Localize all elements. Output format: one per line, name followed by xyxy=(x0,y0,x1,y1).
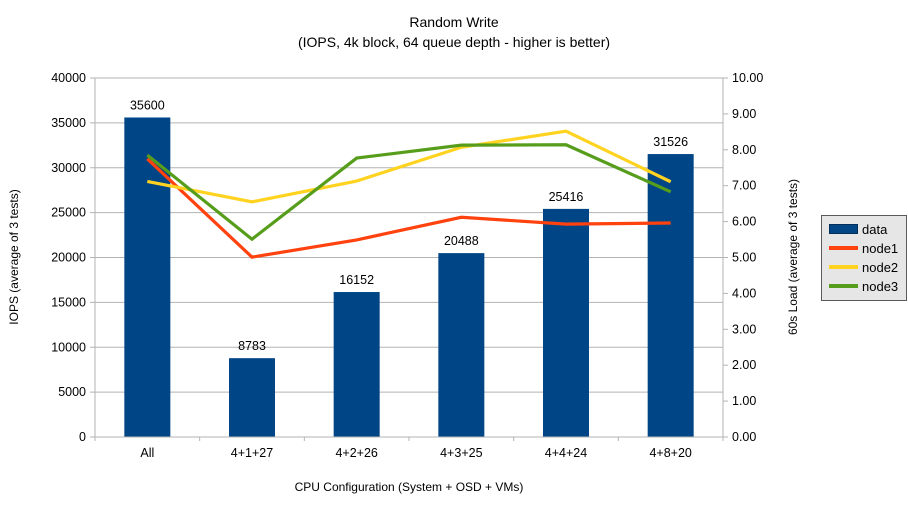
x-tick-label-4+1+27: 4+1+27 xyxy=(231,446,273,460)
y-axis-left-tick-label: 0 xyxy=(79,430,86,444)
legend-swatch-node3 xyxy=(829,284,858,288)
bar-4+3+25 xyxy=(438,253,485,437)
legend-swatch-data xyxy=(829,224,858,234)
y-axis-left-tick-label: 5000 xyxy=(58,385,86,399)
bar-label-4+8+20: 31526 xyxy=(653,135,688,149)
x-tick-label-4+3+25: 4+3+25 xyxy=(440,446,482,460)
legend-item-node3: node3 xyxy=(829,278,899,294)
y-axis-right-tick-label: 6.00 xyxy=(732,215,756,229)
bar-4+4+24 xyxy=(543,208,589,437)
legend-swatch-node1 xyxy=(829,246,858,250)
legend-label-data: data xyxy=(862,221,888,237)
bar-4+8+20 xyxy=(647,154,694,438)
y-axis-right-tick-label: 9.00 xyxy=(732,107,756,121)
legend-label-node3: node3 xyxy=(862,278,899,294)
y-axis-right-tick-label: 0.00 xyxy=(732,430,756,444)
y-axis-right-tick-label: 8.00 xyxy=(732,143,756,157)
line-series-node2 xyxy=(147,129,672,204)
y-axis-left-tick-label: 25000 xyxy=(51,206,86,220)
y-axis-right-tick-label: 1.00 xyxy=(732,394,756,408)
line-series-node1 xyxy=(146,157,671,259)
x-axis-title: CPU Configuration (System + OSD + VMs) xyxy=(294,480,524,494)
bar-4+2+26 xyxy=(333,292,380,437)
legend-item-node2: node2 xyxy=(829,259,899,275)
y-axis-right-tick-label: 5.00 xyxy=(732,251,756,265)
x-tick-label-4+4+24: 4+4+24 xyxy=(545,446,587,460)
bar-All xyxy=(124,117,171,438)
chart-title: Random Write xyxy=(409,14,499,30)
y-axis-left-tick-label: 20000 xyxy=(51,251,86,265)
y-axis-left-tick-label: 30000 xyxy=(51,161,86,175)
bar-label-4+4+24: 25416 xyxy=(549,190,584,204)
legend-label-node2: node2 xyxy=(862,259,899,275)
y-axis-left-tick-label: 10000 xyxy=(51,340,86,354)
y-axis-right-tick-label: 10.00 xyxy=(732,71,763,85)
y-axis-right-tick-label: 4.00 xyxy=(732,286,756,300)
y-axis-title-right: 60s Load (average of 3 tests) xyxy=(786,178,800,336)
y-axis-left-tick-label: 40000 xyxy=(51,71,86,85)
legend-swatch-node2 xyxy=(829,265,858,269)
y-axis-title-left: IOPS (average of 3 tests) xyxy=(7,189,21,325)
y-axis-right-tick-label: 3.00 xyxy=(732,322,756,336)
bar-label-4+3+25: 20488 xyxy=(444,234,479,248)
chart-subtitle: (IOPS, 4k block, 64 queue depth - higher… xyxy=(297,34,611,50)
bar-label-4+2+26: 16152 xyxy=(339,273,374,287)
y-axis-right-tick-label: 2.00 xyxy=(732,358,756,372)
y-axis-left-tick-label: 15000 xyxy=(51,295,86,309)
x-tick-label-All: All xyxy=(140,446,154,460)
y-axis-left-tick-label: 35000 xyxy=(51,116,86,130)
bar-label-4+1+27: 8783 xyxy=(238,339,266,353)
y-axis-right-tick-label: 7.00 xyxy=(732,179,756,193)
x-tick-label-4+8+20: 4+8+20 xyxy=(649,446,691,460)
line-series-node3 xyxy=(146,143,672,242)
bar-label-All: 35600 xyxy=(130,98,165,112)
legend-box: data node1 node2 node3 xyxy=(821,215,908,301)
legend-label-node1: node1 xyxy=(862,240,899,256)
bar-4+1+27 xyxy=(229,358,275,437)
legend-item-node1: node1 xyxy=(829,240,899,256)
legend-item-data: data xyxy=(829,221,898,237)
chart-title-block: Random Write (IOPS, 4k block, 64 queue d… xyxy=(0,12,908,52)
x-tick-label-4+2+26: 4+2+26 xyxy=(335,446,377,460)
